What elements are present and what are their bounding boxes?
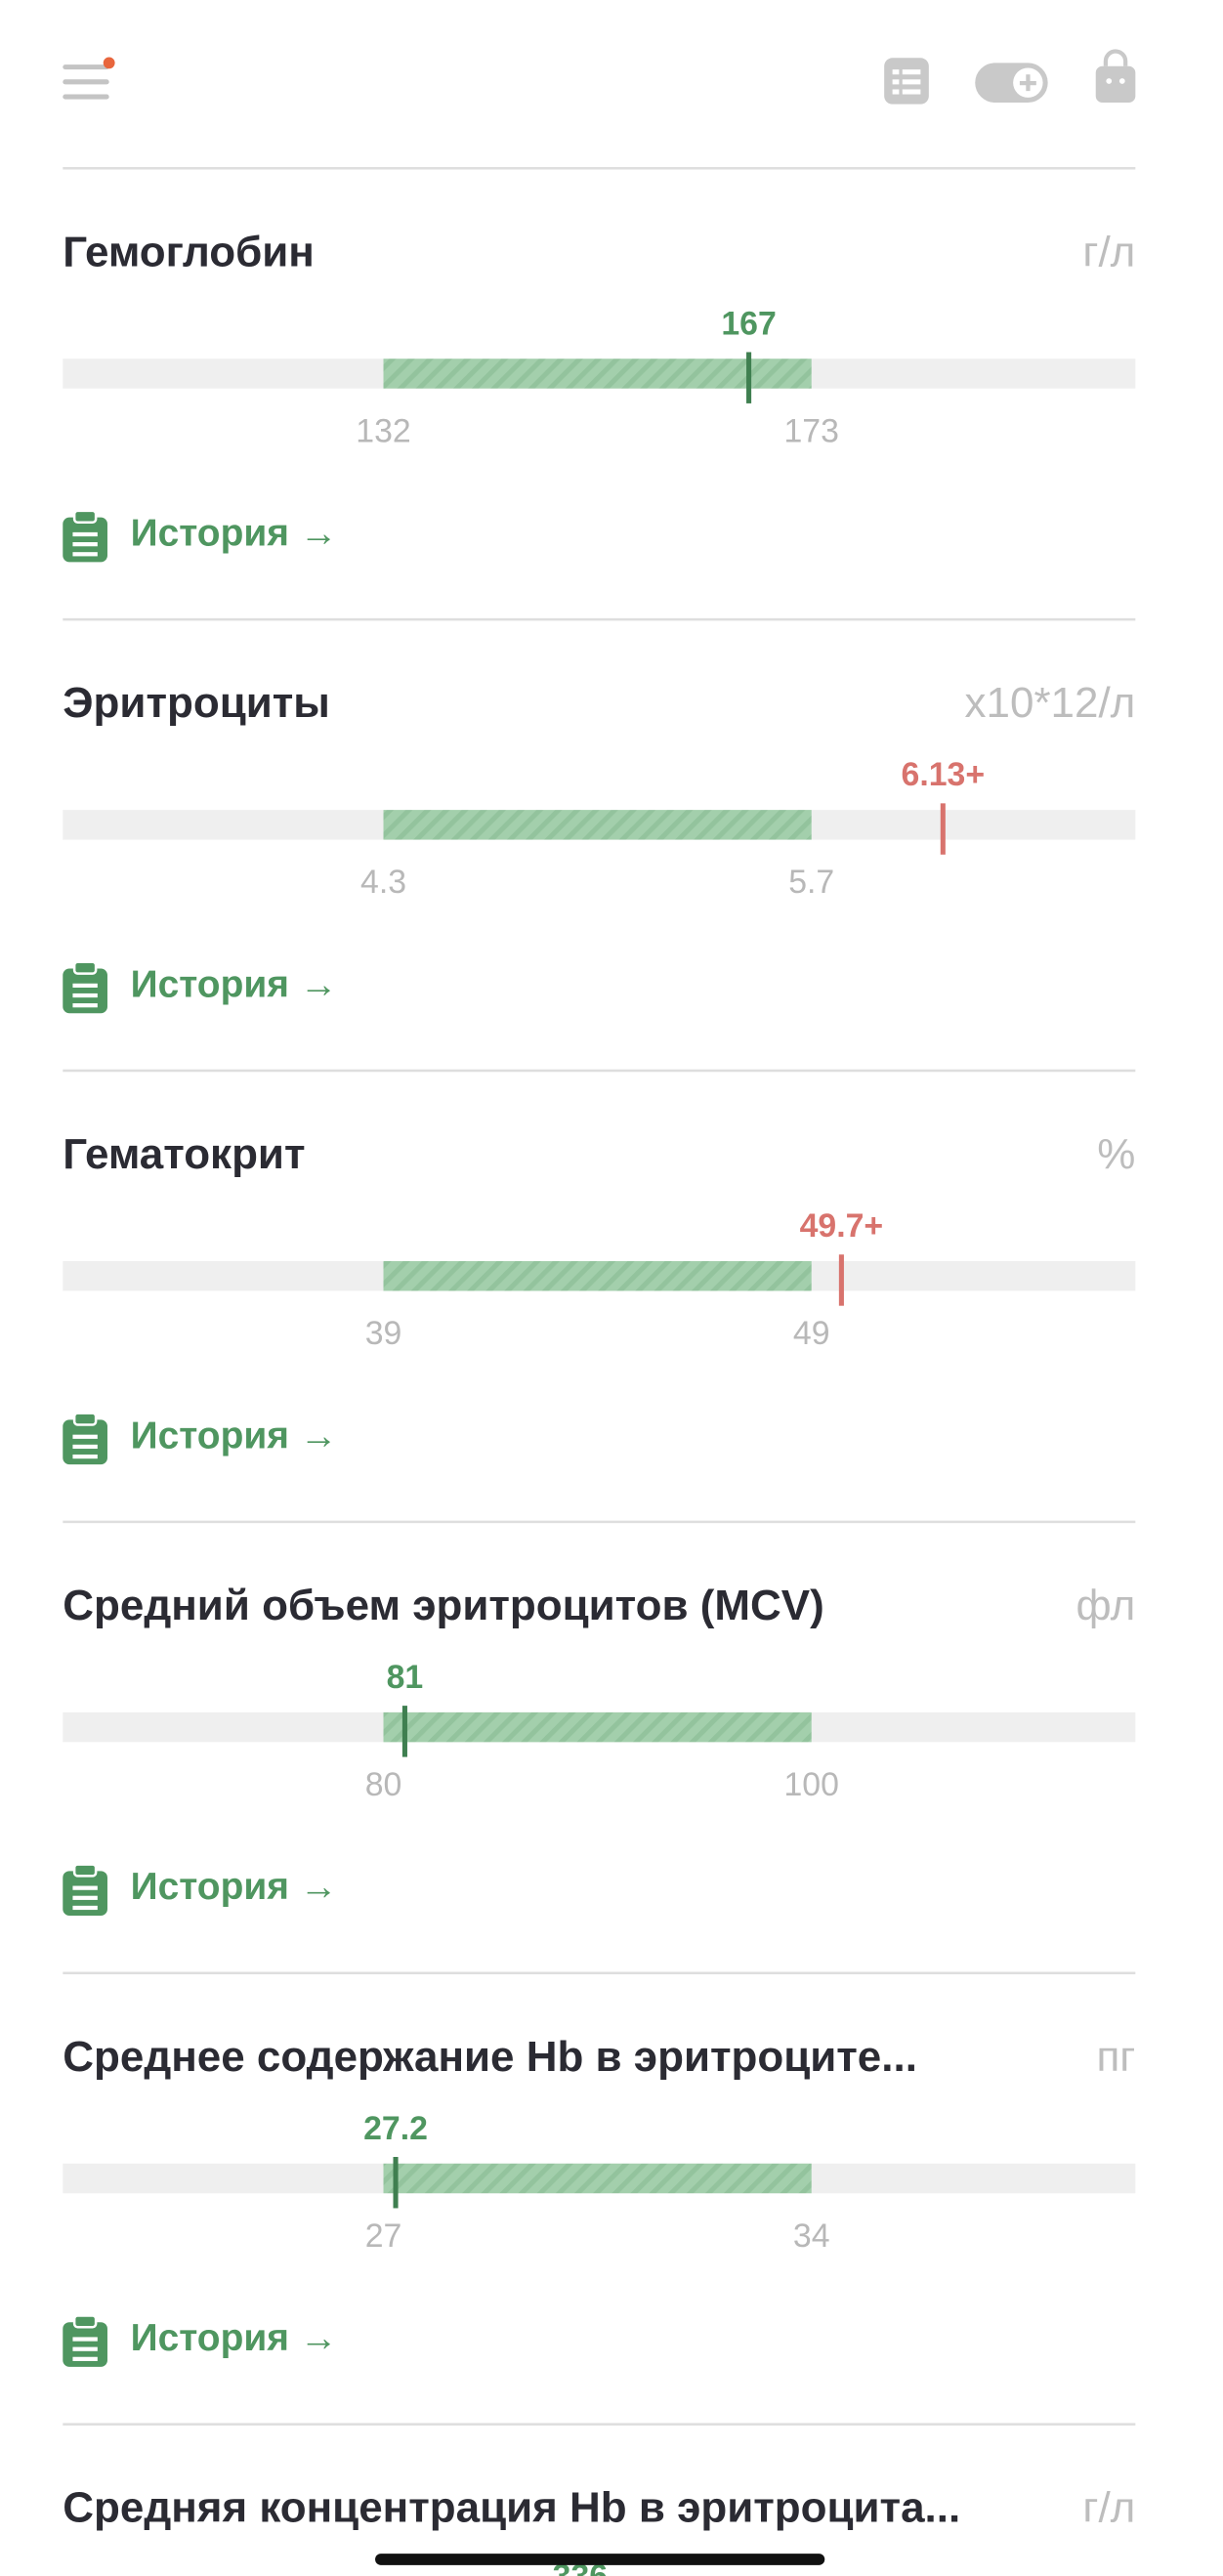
- range-high: 5.7: [788, 864, 834, 901]
- divider: [63, 1069, 1136, 1073]
- history-link[interactable]: История →: [63, 2314, 338, 2367]
- item-title: Средний объем эритроцитов (MCV): [63, 1582, 823, 1629]
- history-link[interactable]: История →: [63, 509, 338, 563]
- history-text[interactable]: История →: [131, 1866, 338, 1908]
- history-link[interactable]: История →: [63, 1863, 338, 1916]
- home-indicator: [375, 2554, 825, 2565]
- range-low: 39: [365, 1315, 402, 1352]
- value-label: 49.7+: [800, 1207, 884, 1245]
- normal-range: [383, 1711, 812, 1743]
- divider: [63, 1971, 1136, 1975]
- value-label: 27.2: [363, 2110, 428, 2147]
- item-title: Средняя концентрация Hb в эритроцита...: [63, 2484, 960, 2532]
- divider: [63, 166, 1136, 170]
- item-unit: пг: [1096, 2033, 1135, 2081]
- value-label: 81: [387, 1659, 424, 1696]
- history-link[interactable]: История →: [63, 1412, 338, 1465]
- normal-range: [383, 1261, 812, 1291]
- range-high: 49: [793, 1315, 830, 1352]
- value-label: 167: [721, 305, 776, 342]
- item-unit: г/л: [1082, 2484, 1135, 2532]
- item-title: Эритроциты: [63, 679, 330, 727]
- item-unit: x10*12/л: [965, 679, 1136, 727]
- list-icon[interactable]: [884, 58, 929, 105]
- divider: [63, 1520, 1136, 1524]
- history-text[interactable]: История →: [131, 2317, 338, 2359]
- menu-button[interactable]: [63, 57, 115, 100]
- range-high: 100: [783, 1766, 838, 1803]
- range-high: 173: [783, 412, 838, 449]
- range-high: 34: [793, 2217, 830, 2255]
- range-low: 80: [365, 1766, 402, 1803]
- item-title: Гематокрит: [63, 1130, 305, 1178]
- range-low: 27: [365, 2217, 402, 2255]
- history-text[interactable]: История →: [131, 963, 338, 1005]
- item-unit: %: [1097, 1130, 1135, 1178]
- history-text[interactable]: История →: [131, 513, 338, 555]
- normal-range: [383, 359, 812, 389]
- history-text[interactable]: История →: [131, 1415, 338, 1457]
- value-marker: [940, 803, 946, 855]
- item-title: Среднее содержание Hb в эритроците...: [63, 2033, 917, 2081]
- value-marker: [393, 2157, 399, 2209]
- item-unit: г/л: [1082, 228, 1135, 275]
- item-unit: фл: [1075, 1582, 1135, 1629]
- bag-icon[interactable]: [1095, 49, 1136, 103]
- value-marker: [401, 1706, 407, 1757]
- value-marker: [838, 1254, 844, 1306]
- value-label: 6.13+: [902, 756, 986, 793]
- value-marker: [746, 352, 752, 403]
- normal-range: [383, 2163, 812, 2194]
- range-low: 132: [356, 412, 410, 449]
- history-link[interactable]: История →: [63, 960, 338, 1014]
- divider: [63, 2423, 1136, 2426]
- item-title: Гемоглобин: [63, 228, 315, 275]
- toggle-add-icon[interactable]: [975, 63, 1048, 103]
- normal-range: [383, 810, 812, 840]
- divider: [63, 617, 1136, 621]
- range-low: 4.3: [360, 864, 406, 901]
